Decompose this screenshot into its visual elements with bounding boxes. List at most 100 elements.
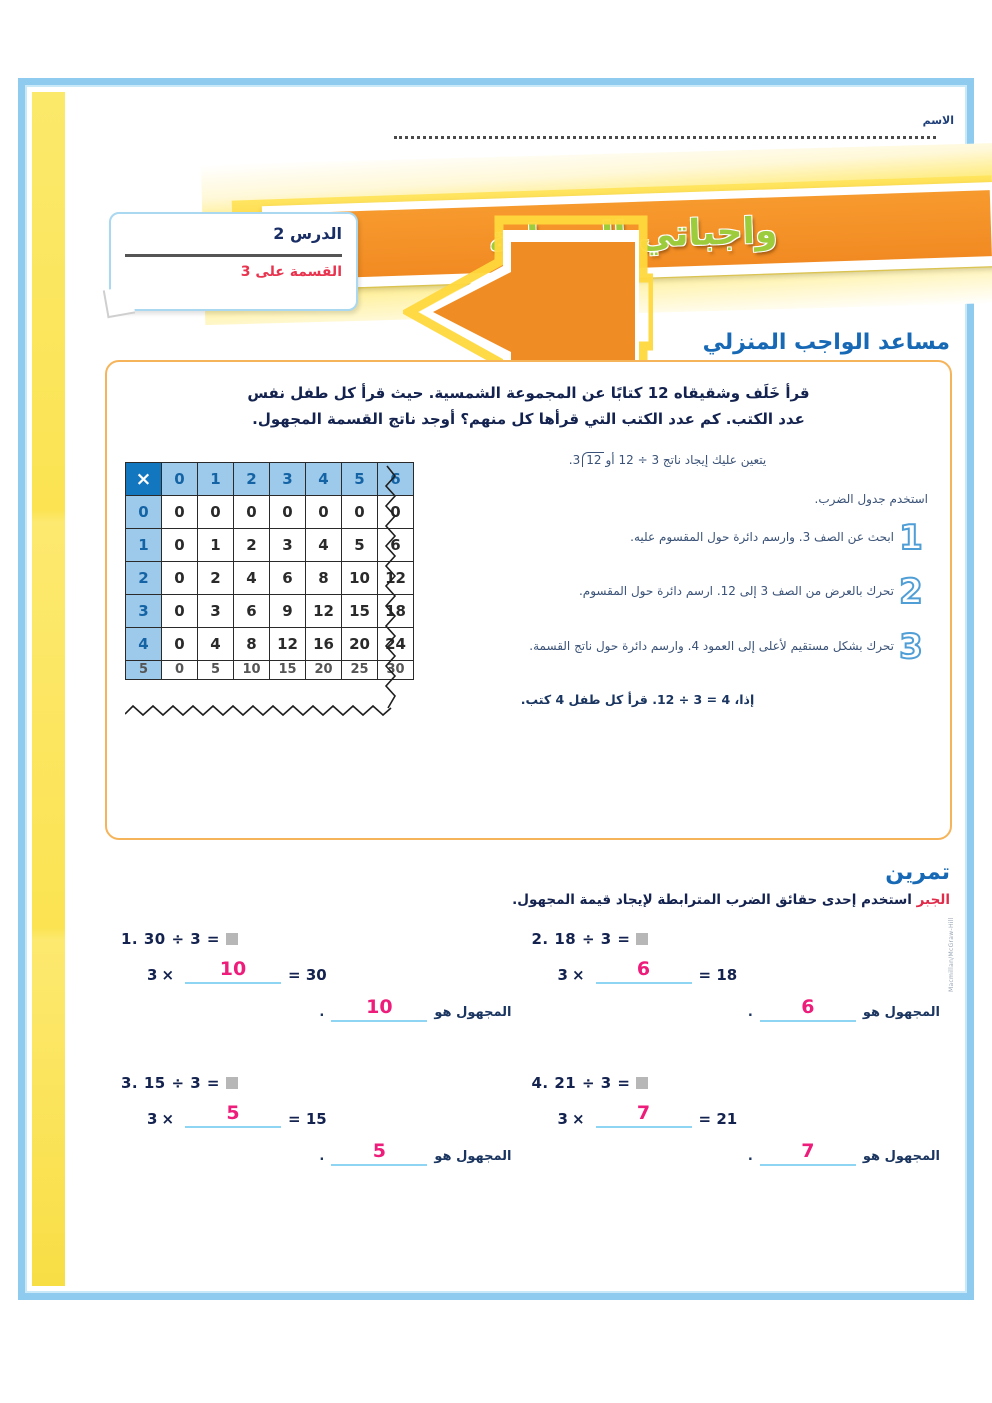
exercise-unknown-line: المجهول هو 5 .: [121, 1140, 522, 1166]
table-cell: 20: [341, 627, 378, 661]
table-cell: 12: [269, 627, 306, 661]
yellow-side-stripe: [32, 92, 65, 1286]
table-cell: 0: [161, 561, 198, 595]
table-cell: 0: [161, 594, 198, 628]
dividend: 30: [143, 930, 166, 948]
exercise-row: 1. 30 ÷ 3 = 3 × 10 = 30 المجهول هو 10: [93, 930, 950, 1022]
dividend: 18: [554, 930, 577, 948]
divisor: 3: [600, 930, 612, 948]
exercise-fact-line: 3 × 7 = 21: [557, 1102, 738, 1128]
multiplication-table: × 0 1 2 3 4 5 6 0 0 0 0 0: [125, 462, 414, 680]
step-number: 2: [898, 572, 924, 613]
table-cell: 10: [233, 660, 270, 680]
algebra-tag: الجبر: [916, 892, 950, 908]
table-row: 0 0 0 0 0 0 0 0: [125, 495, 414, 529]
exercise-item-4: 4. 21 ÷ 3 = 3 × 7 = 21 المجهول هو 7: [522, 1074, 951, 1166]
row-header: 1: [125, 528, 162, 562]
table-cell: 30: [377, 660, 414, 680]
problem-line-2: عدد الكتب. كم عدد الكتب التي قرأها كل من…: [252, 410, 805, 429]
table-cell: 12: [305, 594, 342, 628]
multiplication-table-wrapper: × 0 1 2 3 4 5 6 0 0 0 0 0: [125, 462, 425, 722]
unknown-value: 10: [366, 996, 393, 1018]
name-field-row: الاسم: [394, 114, 954, 154]
dividend: 21: [554, 1074, 577, 1092]
table-cell: 4: [197, 627, 234, 661]
unknown-box-icon: [225, 1077, 238, 1089]
exercise-unknown-line: المجهول هو 10 .: [121, 996, 522, 1022]
exercise-unknown-line: المجهول هو 6 .: [532, 996, 951, 1022]
table-cell: 5: [341, 528, 378, 562]
table-row: 4 0 4 8 12 16 20 24: [125, 627, 414, 661]
answer-blank[interactable]: 7: [595, 1102, 692, 1128]
unknown-label: المجهول هو: [862, 1149, 940, 1164]
answer-value: 5: [226, 1102, 240, 1124]
table-row: 1 0 1 2 3 4 5 6: [125, 528, 414, 562]
table-cell: 0: [161, 627, 198, 661]
step-number: 1: [898, 518, 924, 558]
col-header: 4: [305, 462, 342, 496]
unknown-blank[interactable]: 6: [759, 996, 856, 1022]
answer-blank[interactable]: 5: [185, 1102, 282, 1128]
unknown-label: المجهول هو: [862, 1005, 940, 1020]
long-division-symbol: 12: [582, 452, 604, 467]
unknown-blank[interactable]: 5: [331, 1140, 428, 1166]
unknown-blank[interactable]: 10: [331, 996, 428, 1022]
col-header: 2: [233, 462, 270, 496]
lesson-number: الدرس 2: [273, 224, 342, 243]
exercises-instruction: الجبر استخدم إحدى حقائق الضرب المترابطة …: [113, 892, 950, 908]
answer-value: 6: [636, 958, 651, 980]
use-table-instruction: استخدم جدول الضرب.: [814, 492, 928, 506]
exercise-fact-line: 3 × 10 = 30: [147, 958, 327, 984]
row-header: 4: [125, 627, 162, 661]
step-text: ابحث عن الصف 3. وارسم دائرة حول المقسوم …: [630, 530, 894, 544]
long-division-divisor: 3: [572, 453, 581, 467]
name-write-line[interactable]: [394, 136, 936, 139]
solution-step: 1 ابحث عن الصف 3. وارسم دائرة حول المقسو…: [488, 518, 928, 558]
restatement-text: يتعين عليك إيجاد ناتج 3 ÷ 12 أو: [605, 453, 767, 467]
table-cell: 4: [305, 528, 342, 562]
table-cell: 8: [305, 561, 342, 595]
homework-helper-title: مساعد الواجب المنزلي: [702, 330, 950, 355]
table-cell: 4: [233, 561, 270, 595]
page-content: الاسم واجباتي المنزلية الدرس 2 القسمة عل…: [73, 92, 992, 1286]
table-cell: 18: [377, 594, 414, 628]
exercise-fact-line: 3 × 5 = 15: [147, 1102, 327, 1128]
table-cell: 16: [305, 627, 342, 661]
answer-blank[interactable]: 10: [185, 958, 282, 984]
table-corner-multiply-icon: ×: [125, 462, 162, 496]
unknown-blank[interactable]: 7: [759, 1140, 856, 1166]
table-cell: 5: [197, 660, 234, 680]
table-cell: 0: [233, 495, 270, 529]
table-row: 3 0 3 6 9 12 15 18: [125, 594, 414, 628]
factor: 3: [557, 1110, 568, 1128]
table-row: 2 0 2 4 6 8 10 12: [125, 561, 414, 595]
product: 21: [716, 1110, 738, 1128]
callout-divider: [125, 254, 342, 257]
answer-blank[interactable]: 6: [595, 958, 692, 984]
table-cell: 24: [377, 627, 414, 661]
table-cell: 2: [233, 528, 270, 562]
table-cell: 0: [161, 528, 198, 562]
period: .: [747, 1005, 753, 1020]
row-header: 0: [125, 495, 162, 529]
step-text: تحرك بالعرض من الصف 3 إلى 12. ارسم دائرة…: [578, 584, 894, 599]
period: .: [747, 1149, 753, 1164]
col-header: 5: [341, 462, 378, 496]
step-number: 3: [898, 626, 924, 667]
row-header: 3: [125, 594, 162, 628]
unknown-box-icon: [636, 933, 649, 945]
problem-restatement: يتعين عليك إيجاد ناتج 3 ÷ 12 أو123.: [568, 452, 767, 467]
solution-conclusion: إذا، 4 = 3 ÷ 12. قرأ كل طفل 4 كتب.: [520, 692, 755, 707]
table-cell: 10: [341, 561, 378, 595]
item-number: 4.: [531, 1074, 549, 1092]
col-header: 0: [161, 462, 198, 496]
divisor: 3: [190, 930, 202, 948]
table-cell: 8: [233, 627, 270, 661]
table-cell: 25: [341, 660, 378, 680]
table-cell: 12: [377, 561, 414, 595]
product: 15: [305, 1110, 327, 1128]
exercise-item-3: 3. 15 ÷ 3 = 3 × 5 = 15 المجهول هو 5: [93, 1074, 522, 1166]
table-cell: 0: [161, 495, 198, 529]
exercise-equation: 3. 15 ÷ 3 =: [121, 1074, 522, 1092]
product: 30: [305, 966, 327, 984]
